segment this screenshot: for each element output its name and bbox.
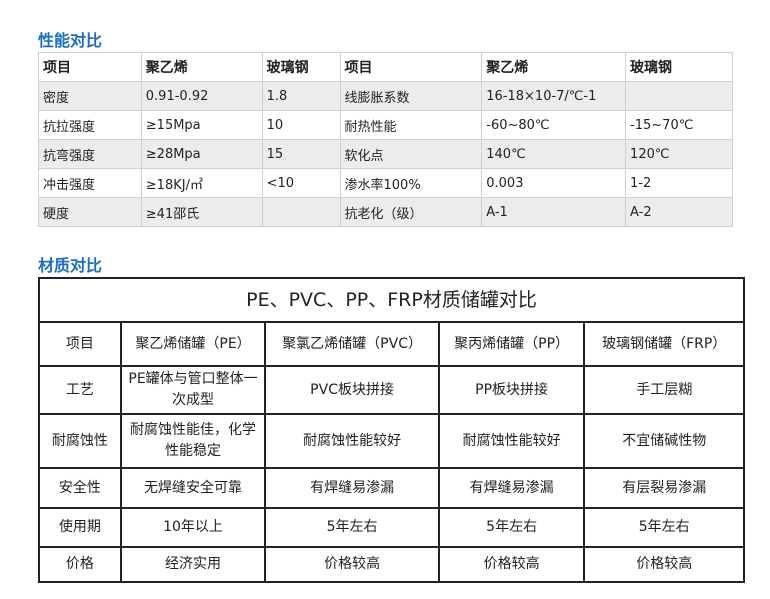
- table-cell: 玻璃钢: [261, 52, 341, 82]
- table-cell: 聚乙烯: [481, 52, 627, 82]
- table-cell: 1-2: [625, 168, 733, 198]
- table-cell: PE罐体与管口整体一次成型: [119, 365, 267, 415]
- table-row: 工艺 PE罐体与管口整体一次成型 PVC板块拼接 PP板块拼接 手工层糊: [38, 365, 745, 415]
- table-cell: A-2: [625, 197, 733, 227]
- table-cell: 冲击强度: [38, 168, 142, 198]
- table-cell: 120℃: [625, 139, 733, 169]
- table-cell: ≥15Mpa: [140, 110, 263, 140]
- table-cell: 有层裂易渗漏: [583, 467, 745, 509]
- table-cell: 抗拉强度: [38, 110, 142, 140]
- table-cell: 价格: [38, 546, 122, 583]
- table-row: 使用期 10年以上 5年左右 5年左右 5年左右: [38, 507, 745, 548]
- table-cell: 抗老化（级）: [339, 197, 483, 227]
- table-cell: 5年左右: [437, 507, 586, 548]
- table-cell: 抗弯强度: [38, 139, 142, 169]
- table-row: 价格 经济实用 价格较高 价格较高 价格较高: [38, 546, 745, 583]
- table-row: 抗弯强度 ≥28Mpa 15 软化点 140℃ 120℃: [38, 139, 733, 169]
- table-cell: PP板块拼接: [437, 365, 586, 415]
- table-cell: 价格较高: [583, 546, 745, 583]
- table-cell: 聚丙烯储罐（PP）: [437, 321, 586, 367]
- table-row: 耐腐蚀性 耐腐蚀性能佳，化学性能稳定 耐腐蚀性能较好 耐腐蚀性能较好 不宜储碱性物: [38, 413, 745, 469]
- table-cell: 耐腐蚀性能佳，化学性能稳定: [119, 413, 267, 469]
- table-cell: 耐腐蚀性能较好: [264, 413, 440, 469]
- table-cell: 5年左右: [583, 507, 745, 548]
- table-cell: 聚乙烯储罐（PE）: [119, 321, 267, 367]
- table-cell: 0.003: [481, 168, 627, 198]
- table-cell: ≥28Mpa: [140, 139, 263, 169]
- table-cell: 有焊缝易渗漏: [437, 467, 586, 509]
- table-row: 硬度 ≥41邵氏 抗老化（级） A-1 A-2: [38, 197, 733, 227]
- table-cell: 聚氯乙烯储罐（PVC）: [264, 321, 440, 367]
- table-cell: 安全性: [38, 467, 122, 509]
- table-cell: 0.91-0.92: [140, 81, 263, 111]
- table-cell: 10年以上: [119, 507, 267, 548]
- table-caption: PE、PVC、PP、FRP材质储罐对比: [38, 277, 745, 323]
- material-table: PE、PVC、PP、FRP材质储罐对比 项目 聚乙烯储罐（PE） 聚氯乙烯储罐（PVC…: [38, 277, 745, 583]
- table-cell: 5年左右: [264, 507, 440, 548]
- table-cell: 耐腐蚀性: [38, 413, 122, 469]
- table-cell: 140℃: [481, 139, 627, 169]
- table-cell: 使用期: [38, 507, 122, 548]
- table-cell: 15: [261, 139, 341, 169]
- table-cell: 1.8: [261, 81, 341, 111]
- table-cell: 线膨胀系数: [339, 81, 483, 111]
- table-cell: [625, 81, 733, 111]
- table-cell: 密度: [38, 81, 142, 111]
- table-cell: <10: [261, 168, 341, 198]
- table-cell: A-1: [481, 197, 627, 227]
- table-row: 密度 0.91-0.92 1.8 线膨胀系数 16-18×10-7/℃-1: [38, 81, 733, 111]
- table-cell: 16-18×10-7/℃-1: [481, 81, 627, 111]
- table-cell: 聚乙烯: [140, 52, 263, 82]
- table-cell: 耐腐蚀性能较好: [437, 413, 586, 469]
- table-row: 项目 聚乙烯 玻璃钢 项目 聚乙烯 玻璃钢: [38, 52, 733, 82]
- table-cell: 硬度: [38, 197, 142, 227]
- table-row: 抗拉强度 ≥15Mpa 10 耐热性能 -60~80℃ -15~70℃: [38, 110, 733, 140]
- table-cell: 项目: [38, 52, 142, 82]
- performance-heading: 性能对比: [38, 31, 103, 50]
- table-cell: ≥18KJ/㎡: [140, 168, 263, 198]
- table-cell: 耐热性能: [339, 110, 483, 140]
- table-cell: 软化点: [339, 139, 483, 169]
- table-cell: 价格较高: [264, 546, 440, 583]
- table-cell: ≥41邵氏: [140, 197, 263, 227]
- table-cell: 渗水率100%: [339, 168, 483, 198]
- table-cell: 有焊缝易渗漏: [264, 467, 440, 509]
- table-cell: [261, 197, 341, 227]
- table-cell: 玻璃钢储罐（FRP）: [583, 321, 745, 367]
- table-cell: 无焊缝安全可靠: [119, 467, 267, 509]
- table-cell: 手工层糊: [583, 365, 745, 415]
- table-cell: 经济实用: [119, 546, 267, 583]
- table-cell: -15~70℃: [625, 110, 733, 140]
- table-cell: 项目: [38, 321, 122, 367]
- table-cell: 玻璃钢: [625, 52, 733, 82]
- table-cell: 10: [261, 110, 341, 140]
- table-row: 项目 聚乙烯储罐（PE） 聚氯乙烯储罐（PVC） 聚丙烯储罐（PP） 玻璃钢储罐（FRP…: [38, 321, 745, 367]
- material-heading: 材质对比: [38, 256, 103, 275]
- table-row: 安全性 无焊缝安全可靠 有焊缝易渗漏 有焊缝易渗漏 有层裂易渗漏: [38, 467, 745, 509]
- performance-table: 项目 聚乙烯 玻璃钢 项目 聚乙烯 玻璃钢 密度 0.91-0.92 1.8 线膨胀系数 16-18…: [38, 52, 733, 227]
- table-cell: 不宜储碱性物: [583, 413, 745, 469]
- table-cell: 价格较高: [437, 546, 586, 583]
- table-cell: PVC板块拼接: [264, 365, 440, 415]
- table-cell: -60~80℃: [481, 110, 627, 140]
- table-row: 冲击强度 ≥18KJ/㎡ <10 渗水率100% 0.003 1-2: [38, 168, 733, 198]
- table-cell: 项目: [339, 52, 483, 82]
- table-cell: 工艺: [38, 365, 122, 415]
